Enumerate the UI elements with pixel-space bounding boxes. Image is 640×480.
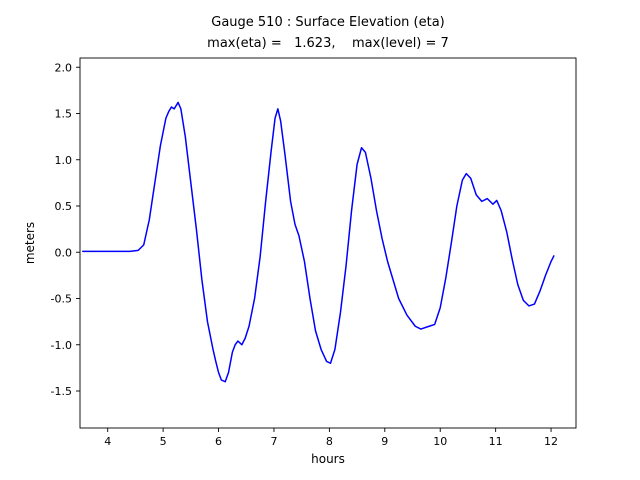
x-tick-label: 4 (104, 435, 111, 448)
x-tick-label: 7 (270, 435, 277, 448)
y-axis-label: meters (23, 221, 37, 265)
chart-subtitle: max(eta) = 1.623, max(level) = 7 (207, 36, 449, 51)
y-tick-label: 1.5 (55, 108, 73, 121)
y-tick-label: 0.5 (55, 200, 73, 213)
x-tick-label: 12 (544, 435, 558, 448)
y-tick-label: -1.0 (51, 339, 72, 352)
title-block: Gauge 510 : Surface Elevation (eta) max(… (80, 12, 576, 54)
x-tick-label: 9 (381, 435, 388, 448)
eta-line (82, 101, 555, 383)
x-tick-label: 10 (433, 435, 447, 448)
x-tick-label: 6 (215, 435, 222, 448)
x-tick-label: 5 (160, 435, 167, 448)
y-tick-label: 2.0 (55, 61, 73, 74)
x-tick-label: 11 (489, 435, 503, 448)
x-tick-label: 8 (326, 435, 333, 448)
axes-frame (79, 57, 577, 429)
x-axis-label: hours (311, 452, 345, 466)
y-tick-label: 1.0 (55, 154, 73, 167)
y-tick-label: -1.5 (51, 385, 72, 398)
y-tick-label: 0.0 (55, 246, 73, 259)
y-tick-label: -0.5 (51, 293, 72, 306)
chart-title: Gauge 510 : Surface Elevation (eta) (211, 15, 445, 30)
